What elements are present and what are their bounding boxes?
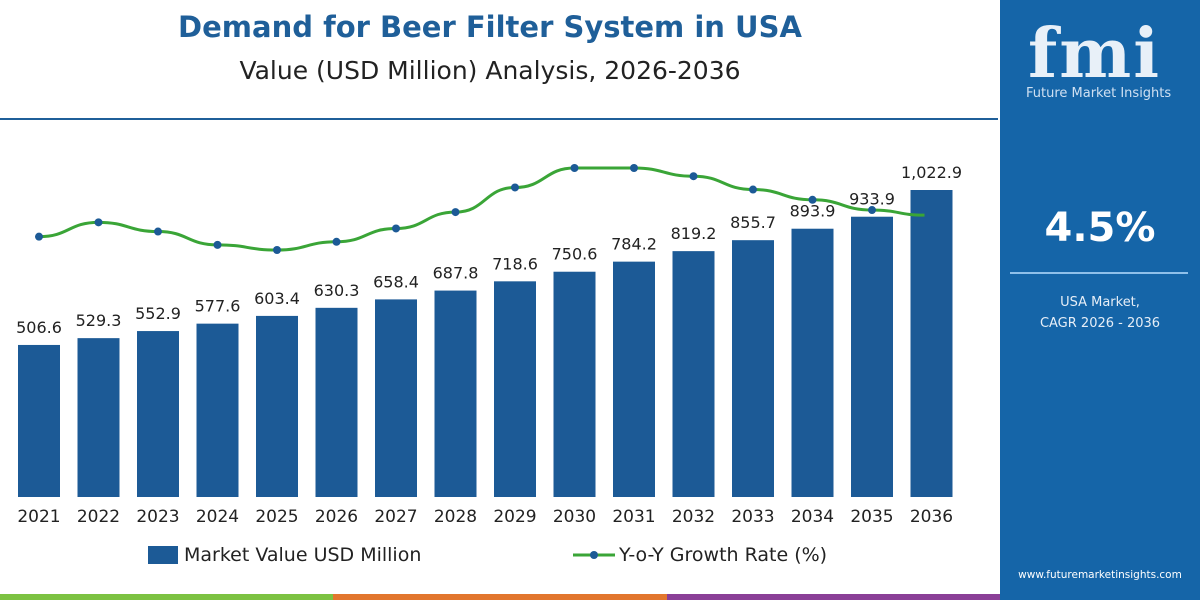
x-tick-label: 2030	[553, 507, 596, 527]
bar-value-label: 687.8	[433, 264, 479, 283]
bar-2031	[613, 261, 655, 497]
bar-2027	[375, 299, 417, 497]
bar-2022	[77, 338, 120, 497]
growth-point-2025	[273, 246, 281, 254]
bar-value-label: 506.6	[16, 318, 62, 337]
bar-value-label: 603.4	[254, 289, 300, 308]
growth-point-2033	[749, 185, 757, 194]
growth-point-2026	[332, 237, 341, 246]
growth-point-2028	[451, 208, 460, 217]
growth-point-2035	[868, 206, 876, 215]
growth-line	[38, 166, 925, 252]
chart-area: 506.6 2021 529.3 2022 552.9 2023 577.6 2024 603.…	[16, 163, 962, 527]
bar-2023	[137, 331, 179, 497]
legend-bar-swatch	[148, 546, 178, 564]
bar-2028	[434, 290, 477, 497]
bar-value-label: 1,022.9	[901, 163, 962, 182]
bar-value-label: 630.3	[314, 281, 360, 300]
bar-2034	[791, 228, 834, 497]
bar-2036	[910, 190, 953, 497]
x-tick-label: 2024	[196, 507, 239, 527]
logo-subtitle: Future Market Insights	[1026, 86, 1172, 101]
bar-2032	[672, 251, 715, 497]
side-panel: fmi Future Market Insights 4.5% USA Mark…	[1000, 0, 1200, 600]
x-tick-label: 2031	[612, 507, 655, 527]
fmi-logo: fmi	[1028, 14, 1162, 94]
bar-2025	[256, 315, 298, 497]
x-tick-label: 2035	[850, 507, 893, 527]
bar-value-label: 718.6	[492, 254, 538, 273]
chart-subtitle: Value (USD Million) Analysis, 2026-2036	[239, 56, 741, 85]
growth-point-2021	[35, 232, 43, 241]
x-tick-label: 2028	[434, 507, 477, 527]
x-tick-label: 2026	[315, 507, 358, 527]
bar-2035	[851, 216, 893, 497]
cagr-label-line2: CAGR 2026 - 2036	[1039, 316, 1161, 331]
cagr-value: 4.5%	[1044, 205, 1156, 251]
bar-value-label: 784.2	[611, 235, 657, 254]
legend-bar-label: Market Value USD Million	[184, 544, 422, 566]
growth-point-2022	[94, 218, 103, 227]
x-tick-label: 2027	[374, 507, 417, 527]
cagr-label-line1: USA Market,	[1060, 295, 1140, 310]
bar-2024	[196, 323, 239, 497]
bar-value-label: 819.2	[671, 224, 717, 243]
legend-item-bar: Market Value USD Million	[148, 544, 421, 566]
x-tick-label: 2025	[255, 507, 298, 527]
bottom-color-strip	[0, 594, 1000, 600]
website-link[interactable]: www.futuremarketinsights.com	[1018, 569, 1182, 581]
growth-point-2031	[630, 164, 638, 172]
bar-value-label: 658.4	[373, 272, 419, 291]
chart-title: Demand for Beer Filter System in USA	[178, 10, 802, 44]
growth-point-2034	[808, 195, 817, 204]
growth-point-2024	[213, 240, 222, 249]
growth-point-2030	[570, 164, 579, 172]
x-tick-label: 2034	[791, 507, 834, 527]
legend-item-line: Y-o-Y Growth Rate (%)	[573, 544, 827, 566]
bar-value-label: 855.7	[730, 213, 776, 232]
title-divider	[0, 118, 998, 120]
bar-2033	[732, 240, 774, 497]
bar-2021	[18, 344, 60, 497]
x-tick-label: 2023	[136, 507, 179, 527]
bar-value-label: 552.9	[135, 304, 181, 323]
x-tick-label: 2029	[493, 507, 536, 527]
legend-line-label: Y-o-Y Growth Rate (%)	[619, 544, 828, 566]
legend-line-swatch	[573, 551, 615, 559]
bar-value-label: 893.9	[790, 202, 836, 221]
bar-2030	[553, 271, 596, 497]
bar-value-label: 529.3	[76, 311, 122, 330]
x-tick-label: 2022	[77, 507, 120, 527]
bar-value-label: 933.9	[849, 190, 895, 209]
x-tick-label: 2021	[17, 507, 60, 527]
bar-2026	[315, 307, 358, 497]
x-tick-label: 2033	[731, 507, 774, 527]
bar-value-label: 750.6	[552, 245, 598, 264]
cagr-label: USA Market, CAGR 2026 - 2036	[1000, 292, 1200, 334]
bar-value-label: 577.6	[195, 297, 241, 316]
growth-point-2023	[154, 227, 162, 236]
bar-2029	[494, 281, 536, 497]
growth-point-2029	[511, 183, 519, 192]
growth-point-2032	[689, 172, 698, 181]
panel-divider	[1010, 272, 1188, 274]
growth-point-2027	[392, 224, 400, 233]
x-tick-label: 2032	[672, 507, 715, 527]
x-tick-label: 2036	[910, 507, 953, 527]
